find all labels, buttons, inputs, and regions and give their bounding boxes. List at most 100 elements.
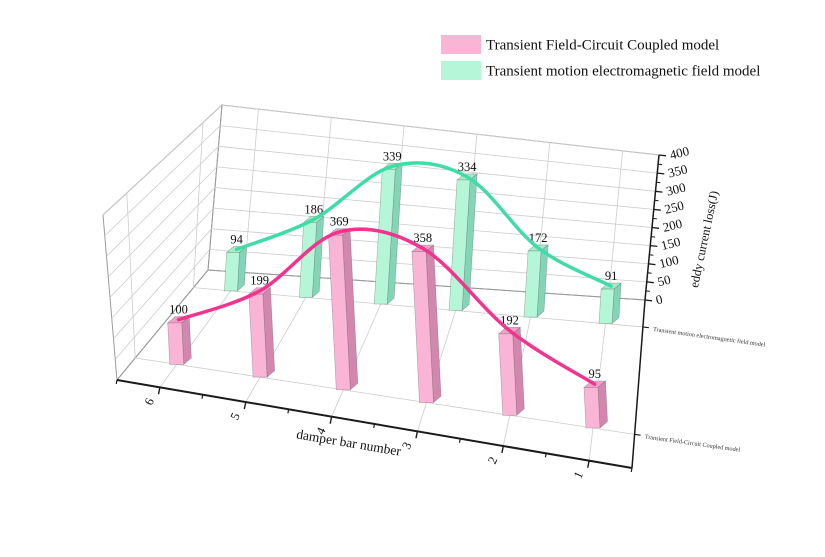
grid-line (245, 277, 318, 403)
legend: Transient Field-Circuit Coupled model Tra… (441, 35, 760, 80)
bar (448, 173, 478, 312)
bar-value-label: 91 (605, 269, 618, 283)
z-tick (644, 299, 653, 302)
z-tick-label: 0 (654, 291, 664, 307)
grid-line (135, 357, 635, 435)
z-tick (651, 226, 660, 229)
bar-value-label: 95 (588, 367, 601, 381)
z-tick-label: 350 (666, 161, 689, 180)
x-major-tick (415, 431, 419, 439)
z-tick (647, 272, 652, 274)
z-axis-title: eddy current loss(J) (687, 189, 721, 288)
bar-value-label: 100 (169, 303, 188, 317)
legend-label: Transient motion electromagnetic field m… (486, 64, 760, 80)
legend-item-0: Transient Field-Circuit Coupled model (441, 35, 719, 54)
bar-front (167, 322, 185, 365)
bar (411, 244, 442, 404)
z-tick (646, 281, 654, 284)
bar (248, 287, 275, 378)
z-tick (648, 263, 656, 266)
z-tick (653, 208, 661, 211)
grid-line (417, 287, 464, 432)
bar-value-label: 358 (413, 231, 432, 245)
grid-line (159, 272, 245, 388)
bar (583, 380, 608, 429)
depth-axis: Transient Field-Circuit Coupled model Tra… (631, 299, 766, 469)
grid-line (214, 187, 653, 228)
x-tick-label: 3 (399, 440, 414, 452)
bar-front (583, 387, 601, 429)
depth-axis-line (631, 299, 646, 469)
bar (523, 244, 549, 318)
bar-front (224, 252, 240, 292)
x-minor-tick (201, 394, 204, 399)
x-major-tick (329, 416, 333, 424)
bar-front (298, 222, 318, 298)
z-tick (651, 236, 656, 238)
x-tick-label: 5 (228, 411, 243, 423)
x-minor-tick (630, 467, 633, 473)
legend-swatch (441, 35, 481, 54)
x-minor-tick (373, 423, 376, 429)
grid-line (102, 104, 223, 216)
trend-curve (176, 227, 597, 386)
trend-curve (234, 161, 613, 288)
grid-line (221, 104, 660, 156)
bar (598, 282, 622, 325)
depth-tick-label: Transient Field-Circuit Coupled model (644, 433, 741, 453)
x-axis-title: damper bar number (295, 426, 402, 458)
grid-line (114, 249, 211, 360)
grid-line (213, 207, 651, 246)
bar (224, 245, 248, 292)
bar-front (598, 288, 615, 324)
z-tick (652, 217, 657, 220)
x-minor-tick (458, 438, 461, 443)
grid-line (193, 122, 204, 288)
grid-line (608, 150, 623, 298)
x-major-tick (157, 387, 161, 395)
series-front: 100 199 369 358 192 95 (166, 215, 608, 429)
depth-tick (634, 433, 641, 436)
bar (166, 315, 192, 366)
depth-tick-label: Transient motion electromagnetic field m… (653, 326, 766, 349)
chart-walls (102, 103, 660, 469)
z-tick (654, 199, 659, 202)
bar-value-label: 199 (250, 274, 269, 288)
grid-line (588, 297, 609, 461)
bar-front (373, 169, 396, 305)
z-tick (656, 181, 661, 184)
x-major-tick (243, 401, 247, 410)
grid-line (126, 192, 136, 359)
z-tick (645, 290, 650, 292)
bar-value-label: 192 (500, 313, 519, 327)
bar-value-label: 94 (230, 232, 243, 246)
depth-tick (642, 326, 649, 329)
legend-swatch (441, 61, 481, 80)
z-tick (649, 254, 654, 256)
bar-side (461, 173, 478, 312)
x-minor-tick (287, 409, 290, 414)
bar (298, 215, 325, 299)
bar-front (328, 234, 351, 391)
x-tick-label: 2 (485, 455, 500, 467)
z-tick-label: 250 (663, 198, 686, 217)
z-tick-label: 150 (659, 234, 682, 253)
z-tick-label: 100 (658, 252, 681, 271)
bar-value-label: 172 (529, 231, 548, 245)
grid-line (104, 125, 221, 236)
z-tick (658, 154, 667, 157)
grid-line (220, 125, 658, 174)
bar-value-label: 186 (304, 202, 323, 216)
grid-line (331, 282, 391, 417)
z-tick-label: 400 (668, 143, 691, 162)
z-tick-label: 300 (665, 179, 688, 198)
grid-line (111, 207, 214, 319)
bar-side (597, 380, 608, 429)
z-tick (650, 244, 658, 248)
bar (327, 228, 359, 391)
legend-item-1: Transient motion electromagnetic field m… (441, 61, 760, 80)
z-tick-label: 200 (661, 216, 684, 235)
grid-line (216, 166, 654, 210)
